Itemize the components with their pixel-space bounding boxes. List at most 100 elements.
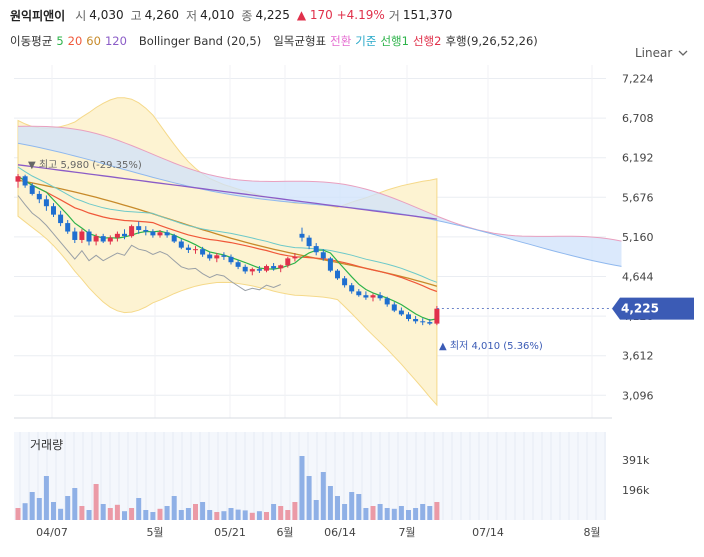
volume-bar (178, 510, 184, 520)
volume-value: 151,370 (402, 8, 453, 22)
candle-body (65, 223, 71, 232)
candle-body (292, 256, 298, 259)
candle-body (185, 247, 191, 250)
candle-body (349, 285, 355, 292)
volume-bar (313, 500, 319, 520)
lagging-label: 후행(9,26,52,26) (445, 34, 538, 48)
lagging-line (17, 195, 281, 292)
volume-bar (136, 498, 142, 520)
volume-bar (65, 496, 71, 520)
volume-bar (72, 488, 78, 520)
volume-bar (398, 506, 404, 520)
volume-bar (43, 476, 49, 520)
ichimoku-label[interactable]: 일목균형표 (273, 34, 327, 48)
volume-bar (242, 510, 248, 520)
candle-body (29, 185, 35, 194)
candle-body (384, 298, 390, 305)
ma20-line (17, 175, 438, 293)
volume-bar (256, 511, 262, 520)
volume-bar (157, 508, 163, 520)
high-price: 4,260 (144, 8, 180, 22)
candle-body (100, 236, 106, 242)
volume-bar (122, 511, 127, 520)
volume-bar (320, 472, 326, 520)
bollinger-label[interactable]: Bollinger Band (20,5) (138, 34, 262, 48)
candle-body (299, 233, 305, 238)
y-tick-label: 5,160 (622, 231, 654, 244)
span-a-line (17, 125, 622, 242)
volume-bar (58, 508, 64, 520)
candle-body (406, 314, 411, 320)
open-price: 4,030 (89, 8, 124, 22)
span-b-line (17, 142, 622, 267)
candle-body (129, 226, 135, 237)
volume-bar (264, 512, 269, 520)
volume-bar (15, 508, 21, 520)
candle-body (72, 231, 78, 240)
candle-body (228, 256, 234, 263)
volume-bar (413, 508, 419, 520)
volume-title: 거래량 (30, 438, 64, 452)
candle-body (207, 254, 213, 259)
volume-tick-label: 196k (622, 484, 650, 497)
base-label: 기준 (355, 34, 377, 48)
candle-body (58, 214, 64, 224)
candle-body (36, 193, 42, 200)
indicator-legend: 이동평균 5 20 60 120 Bollinger Band (20,5) 일… (10, 32, 542, 50)
x-tick-label: 07/14 (472, 526, 504, 539)
y-tick-label: 4,644 (622, 270, 654, 283)
volume-bar (185, 508, 191, 520)
candle-body (271, 266, 277, 269)
ma120-label: 120 (104, 34, 127, 48)
candle-body (43, 199, 49, 207)
candle-body (434, 308, 440, 324)
base-line (17, 166, 438, 283)
volume-bar (406, 510, 411, 520)
candle-body (370, 295, 376, 298)
volume-bar (100, 504, 106, 520)
volume-bar (370, 506, 376, 520)
open-label: 시 (75, 8, 87, 23)
current-price-tag (612, 297, 694, 320)
stock-name: 원익피앤이 (10, 8, 66, 23)
candle-body (143, 229, 149, 232)
volume-bar (278, 506, 284, 520)
candle-body (193, 249, 198, 251)
volume-bar (51, 502, 56, 520)
candle-body (320, 252, 326, 259)
y-tick-label: 6,708 (622, 112, 654, 125)
close-price: 4,225 (255, 8, 290, 22)
ma-label[interactable]: 이동평균 (10, 34, 53, 48)
volume-bar (285, 510, 291, 520)
volume-bar (299, 456, 305, 520)
candle-body (427, 322, 433, 324)
scale-dropdown[interactable]: Linear (635, 46, 688, 60)
candle-body (306, 237, 312, 247)
x-tick-label: 7월 (398, 526, 415, 539)
volume-tick-label: 391k (622, 454, 650, 467)
y-tick-label: 3,096 (622, 389, 654, 402)
candle-body (164, 232, 170, 236)
candle-body (278, 265, 284, 269)
candle-body (200, 249, 206, 255)
x-tick-label: 5월 (146, 526, 163, 539)
ma60-label: 60 (86, 34, 101, 48)
high-label: 고 (130, 8, 142, 23)
candle-body (22, 176, 28, 186)
volume-bar (221, 511, 227, 520)
candle-body (249, 269, 255, 272)
volume-bar (356, 494, 362, 520)
x-tick-label: 8월 (583, 526, 600, 539)
volume-bar (342, 504, 348, 520)
candle-body (114, 233, 120, 238)
candle-body (178, 241, 184, 248)
volume-bar (79, 506, 85, 520)
candle-body (356, 291, 362, 296)
volume-label: 거 (388, 8, 400, 23)
ma120-line (17, 164, 437, 220)
candle-body (242, 266, 248, 272)
volume-bar (249, 512, 255, 520)
volume-bar (93, 484, 99, 520)
volume-bar (207, 510, 213, 520)
